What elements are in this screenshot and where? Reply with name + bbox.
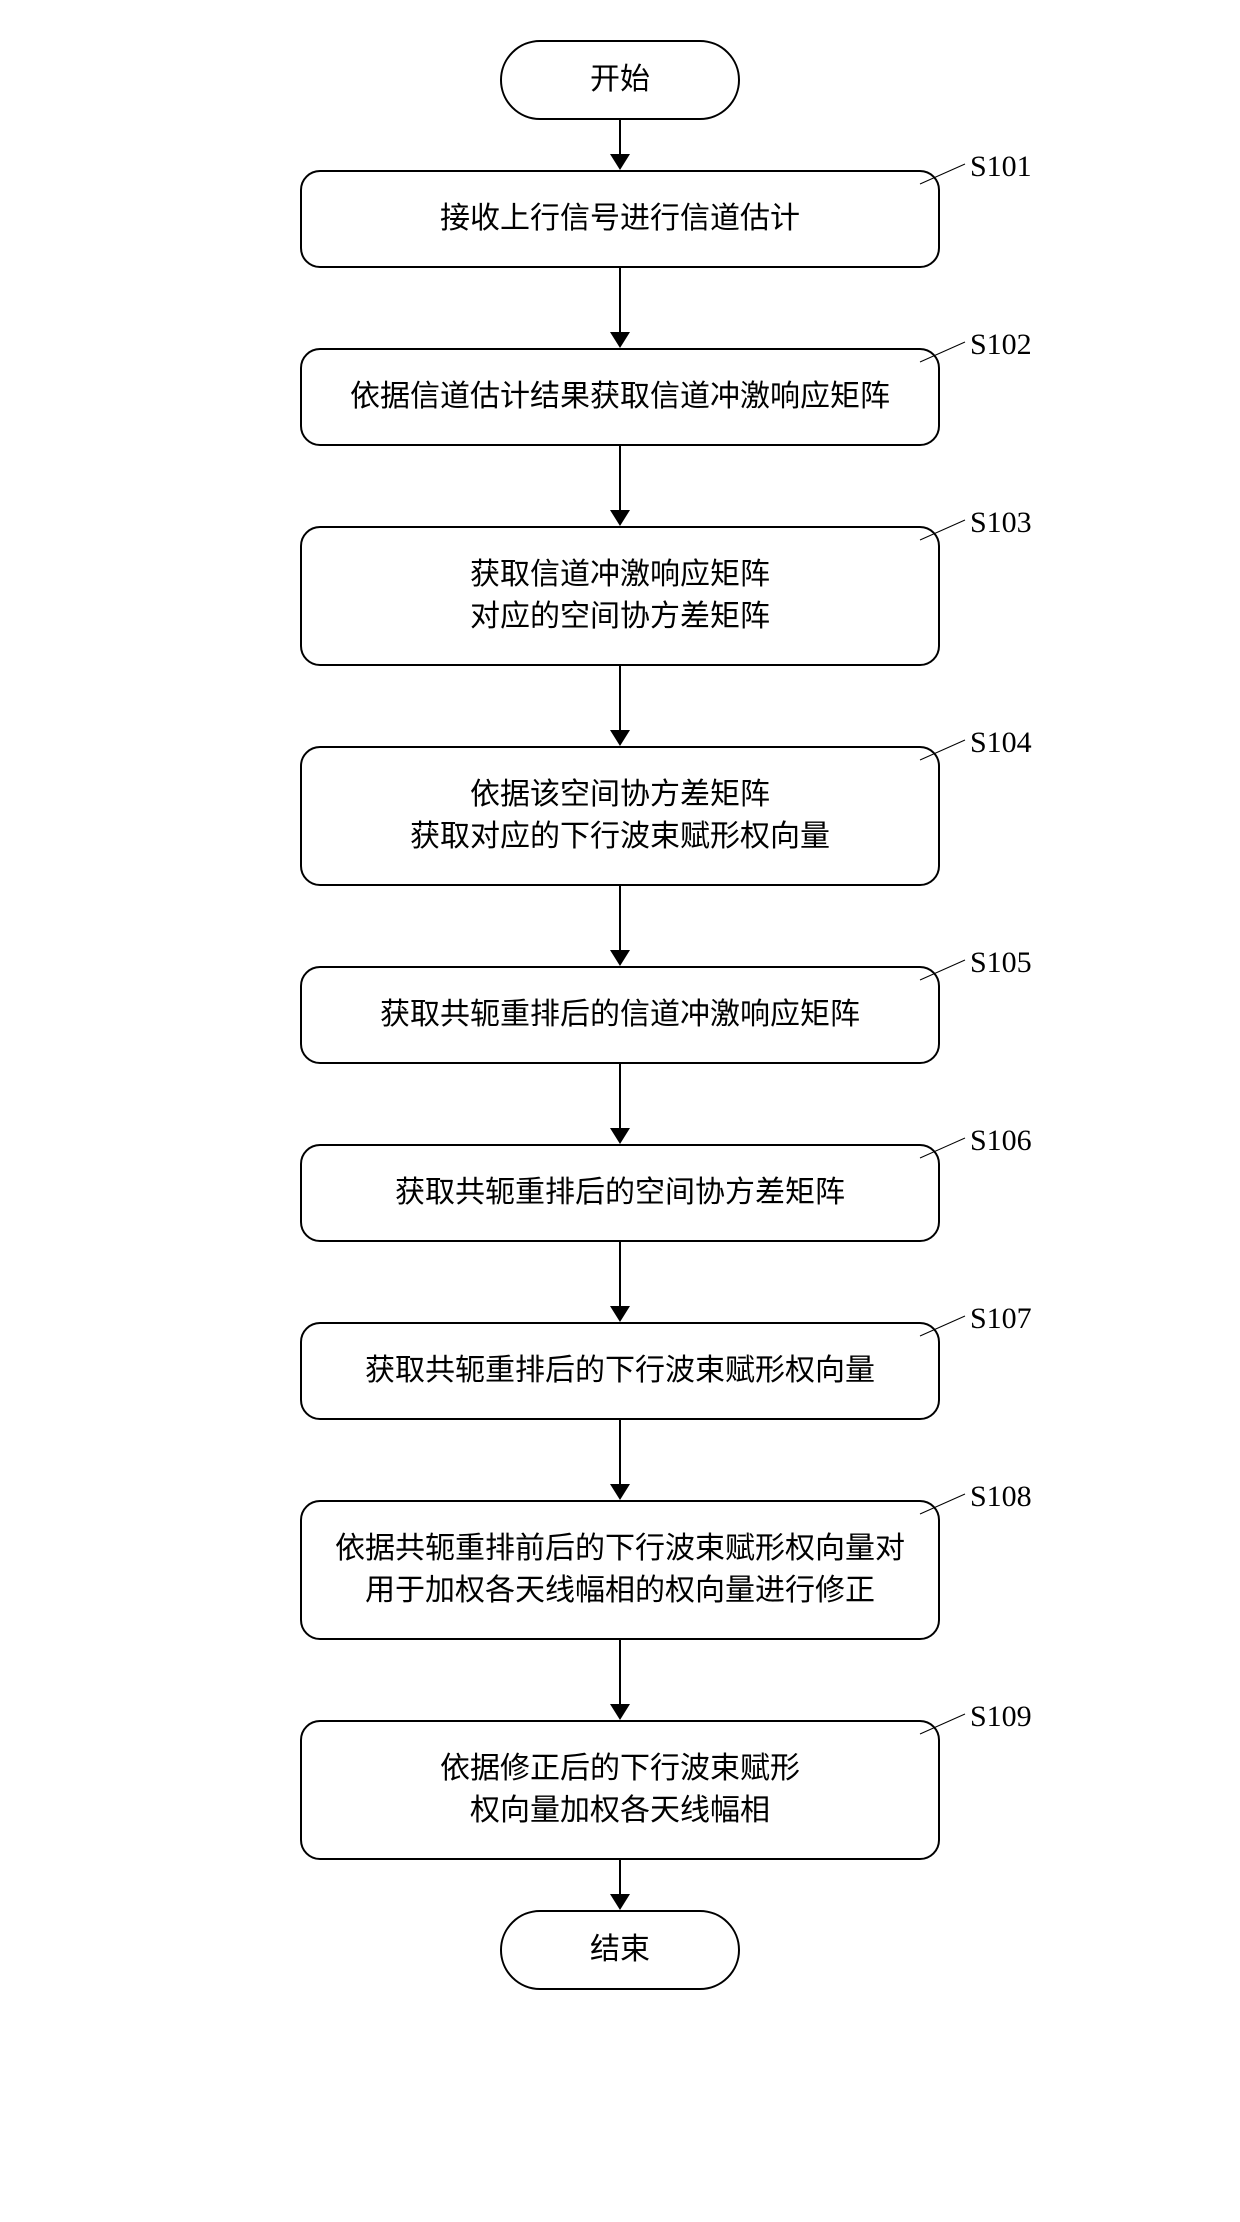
node-text-line: 获取共轭重排后的下行波束赋形权向量 [365,1350,875,1392]
flow-arrow [610,268,630,348]
step-label-s102: S102 [970,328,1032,362]
flow-row-s106: 获取共轭重排后的空间协方差矩阵S106 [0,1144,1240,1242]
step-label-s105: S105 [970,946,1032,980]
flow-arrow [610,1242,630,1322]
flow-row-s101: 接收上行信号进行信道估计S101 [0,170,1240,268]
node-text: 开始 [590,59,650,101]
flow-arrow [610,446,630,526]
flow-arrow [610,1860,630,1910]
node-text-line: 获取对应的下行波束赋形权向量 [410,816,830,858]
node-text-line: 依据修正后的下行波束赋形 [440,1748,800,1790]
flow-row-end: 结束 [0,1910,1240,1990]
node-text-line: 依据共轭重排前后的下行波束赋形权向量对 [335,1528,905,1570]
process-s104: 依据该空间协方差矩阵获取对应的下行波束赋形权向量 [300,746,940,886]
process-s107: 获取共轭重排后的下行波束赋形权向量 [300,1322,940,1420]
process-s102: 依据信道估计结果获取信道冲激响应矩阵 [300,348,940,446]
process-s109: 依据修正后的下行波束赋形权向量加权各天线幅相 [300,1720,940,1860]
flow-arrow [610,120,630,170]
flow-row-s109: 依据修正后的下行波束赋形权向量加权各天线幅相S109 [0,1720,1240,1860]
step-label-s108: S108 [970,1480,1032,1514]
flow-arrow [610,666,630,746]
process-s108: 依据共轭重排前后的下行波束赋形权向量对用于加权各天线幅相的权向量进行修正 [300,1500,940,1640]
node-text-line: 获取共轭重排后的信道冲激响应矩阵 [380,994,860,1036]
flow-arrow [610,1640,630,1720]
flow-arrow [610,1420,630,1500]
end-terminal: 结束 [500,1910,740,1990]
node-text-line: 依据该空间协方差矩阵 [470,774,770,816]
start-terminal: 开始 [500,40,740,120]
step-label-s103: S103 [970,506,1032,540]
process-s105: 获取共轭重排后的信道冲激响应矩阵 [300,966,940,1064]
step-label-s104: S104 [970,726,1032,760]
process-s103: 获取信道冲激响应矩阵对应的空间协方差矩阵 [300,526,940,666]
flow-row-s104: 依据该空间协方差矩阵获取对应的下行波束赋形权向量S104 [0,746,1240,886]
node-text: 结束 [590,1929,650,1971]
flowchart-root: 开始接收上行信号进行信道估计S101依据信道估计结果获取信道冲激响应矩阵S102… [0,40,1240,1990]
flow-arrow [610,886,630,966]
node-text-line: 接收上行信号进行信道估计 [440,198,800,240]
flow-arrow [610,1064,630,1144]
process-s101: 接收上行信号进行信道估计 [300,170,940,268]
node-text-line: 对应的空间协方差矩阵 [470,596,770,638]
node-text-line: 获取信道冲激响应矩阵 [470,554,770,596]
flow-row-start: 开始 [0,40,1240,120]
flow-row-s102: 依据信道估计结果获取信道冲激响应矩阵S102 [0,348,1240,446]
node-text-line: 用于加权各天线幅相的权向量进行修正 [365,1570,875,1612]
flow-row-s103: 获取信道冲激响应矩阵对应的空间协方差矩阵S103 [0,526,1240,666]
flow-row-s107: 获取共轭重排后的下行波束赋形权向量S107 [0,1322,1240,1420]
flow-row-s105: 获取共轭重排后的信道冲激响应矩阵S105 [0,966,1240,1064]
node-text-line: 获取共轭重排后的空间协方差矩阵 [395,1172,845,1214]
node-text-line: 依据信道估计结果获取信道冲激响应矩阵 [350,376,890,418]
step-label-s101: S101 [970,150,1032,184]
flow-row-s108: 依据共轭重排前后的下行波束赋形权向量对用于加权各天线幅相的权向量进行修正S108 [0,1500,1240,1640]
process-s106: 获取共轭重排后的空间协方差矩阵 [300,1144,940,1242]
node-text-line: 权向量加权各天线幅相 [470,1790,770,1832]
step-label-s109: S109 [970,1700,1032,1734]
step-label-s107: S107 [970,1302,1032,1336]
step-label-s106: S106 [970,1124,1032,1158]
